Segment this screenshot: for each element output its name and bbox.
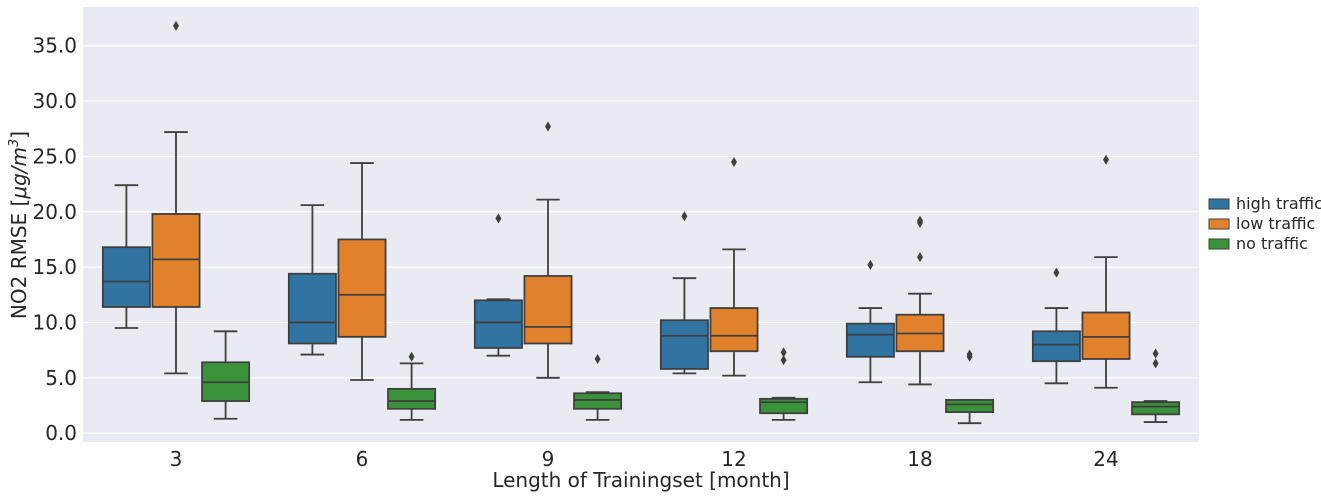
legend-item: high traffic bbox=[1208, 194, 1321, 213]
box-iqr bbox=[473, 299, 523, 349]
box-iqr bbox=[523, 275, 573, 345]
legend-label: low traffic bbox=[1236, 214, 1315, 233]
x-axis-title: Length of Trainingset [month] bbox=[492, 468, 789, 492]
legend-swatch bbox=[1208, 218, 1230, 230]
box-plot bbox=[523, 121, 573, 379]
y-axis-title-exponent: 3 bbox=[7, 139, 22, 147]
outlier-point bbox=[917, 252, 923, 263]
outlier-point bbox=[1152, 358, 1159, 369]
outlier-point bbox=[408, 351, 415, 362]
series-low-traffic bbox=[151, 20, 1131, 389]
y-axis-title-suffix: ] bbox=[7, 131, 31, 139]
x-tick-labels: 3 6 9 12 18 24 bbox=[170, 447, 1119, 471]
box-plot bbox=[945, 349, 995, 425]
legend-swatch bbox=[1208, 238, 1230, 250]
legend-label: high traffic bbox=[1236, 194, 1321, 213]
box-plot bbox=[709, 156, 759, 377]
box-iqr bbox=[709, 307, 759, 353]
outlier-point bbox=[1053, 267, 1060, 278]
box-plot bbox=[151, 20, 201, 375]
box-iqr bbox=[845, 322, 895, 358]
outlier-point bbox=[917, 215, 923, 226]
outlier-point bbox=[495, 213, 502, 224]
box-plot bbox=[895, 215, 945, 386]
box-plot bbox=[287, 204, 337, 356]
box-plot bbox=[1131, 348, 1181, 423]
grid-lines bbox=[83, 45, 1199, 434]
outlier-point bbox=[966, 349, 973, 360]
y-tick-label: 25.0 bbox=[32, 144, 77, 168]
x-tick-label: 12 bbox=[721, 447, 746, 471]
legend-item: low traffic bbox=[1208, 214, 1315, 233]
box-iqr bbox=[287, 272, 337, 345]
box-plot bbox=[1031, 267, 1081, 385]
box-plot bbox=[387, 351, 437, 421]
legend-item: no traffic bbox=[1208, 234, 1308, 253]
box-plot bbox=[659, 211, 709, 375]
x-tick-label: 18 bbox=[907, 447, 932, 471]
y-tick-label: 15.0 bbox=[32, 255, 77, 279]
x-tick-label: 9 bbox=[542, 447, 555, 471]
box-iqr bbox=[1081, 311, 1131, 360]
box-plot bbox=[759, 347, 809, 421]
box-iqr bbox=[759, 397, 809, 415]
y-tick-label: 10.0 bbox=[32, 310, 77, 334]
outlier-point bbox=[731, 156, 737, 167]
box-iqr bbox=[659, 319, 709, 370]
box-plot bbox=[845, 259, 895, 384]
outlier-point bbox=[780, 355, 787, 366]
outlier-point bbox=[780, 347, 787, 358]
outlier-point bbox=[867, 259, 874, 270]
box-iqr bbox=[387, 387, 437, 410]
y-tick-label: 35.0 bbox=[32, 34, 77, 58]
x-tick-label: 24 bbox=[1093, 447, 1118, 471]
y-tick-label: 5.0 bbox=[45, 366, 77, 390]
plot-area bbox=[83, 7, 1199, 442]
legend-swatch bbox=[1208, 198, 1230, 210]
box-iqr bbox=[573, 392, 623, 410]
box-plot bbox=[1081, 154, 1131, 389]
box-plot bbox=[473, 213, 523, 357]
box-iqr bbox=[945, 399, 995, 414]
outlier-point bbox=[681, 211, 688, 222]
y-tick-label: 0.0 bbox=[45, 421, 77, 445]
box-iqr bbox=[1131, 401, 1181, 416]
outlier-point bbox=[173, 20, 179, 31]
y-tick-label: 30.0 bbox=[32, 89, 77, 113]
box-plot bbox=[101, 184, 151, 329]
y-tick-labels: 0.0 5.0 10.0 15.0 20.0 25.0 30.0 35.0 bbox=[32, 34, 77, 445]
box-iqr bbox=[337, 238, 387, 338]
outlier-point bbox=[545, 121, 551, 132]
box-plot bbox=[201, 330, 251, 420]
x-tick-label: 6 bbox=[356, 447, 369, 471]
box-series bbox=[101, 20, 1181, 425]
series-no-traffic bbox=[201, 330, 1181, 425]
outlier-point bbox=[1152, 348, 1159, 359]
outlier-point bbox=[594, 353, 601, 364]
y-axis-title: NO2 RMSE [μg/m3] bbox=[7, 131, 31, 319]
box-iqr bbox=[101, 246, 151, 308]
outlier-point bbox=[1103, 154, 1109, 165]
series-high-traffic bbox=[101, 184, 1081, 385]
y-tick-label: 20.0 bbox=[32, 200, 77, 224]
x-tick-label: 3 bbox=[170, 447, 183, 471]
box-iqr bbox=[1031, 330, 1081, 363]
y-axis-title-prefix: NO2 RMSE [ bbox=[7, 199, 31, 319]
box-plot bbox=[337, 162, 387, 381]
box-plot bbox=[573, 353, 623, 421]
box-iqr bbox=[151, 213, 201, 308]
legend-label: no traffic bbox=[1236, 234, 1308, 253]
y-axis-title-unit: μg/m bbox=[7, 147, 31, 200]
